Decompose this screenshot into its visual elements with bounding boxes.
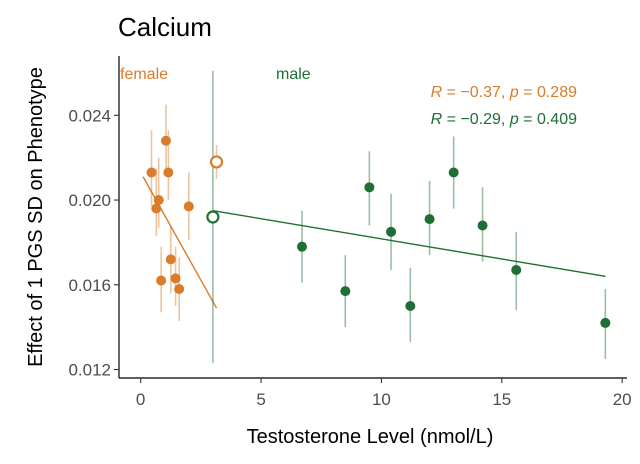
data-point-female (153, 195, 164, 206)
data-point-male (405, 300, 416, 311)
data-point-male (511, 264, 522, 275)
data-point-male (477, 220, 488, 231)
x-tick-label: 20 (613, 390, 632, 409)
x-tick-label: 15 (492, 390, 511, 409)
data-point-female (160, 135, 171, 146)
text-layer: Calcium Testosterone Level (nmol/L) Effe… (25, 12, 577, 448)
x-tick-label: 0 (136, 390, 145, 409)
legend-label-male: male (276, 66, 311, 83)
data-point-female (156, 275, 167, 286)
data-point-male (340, 286, 351, 297)
y-tick-label: 0.016 (68, 276, 111, 295)
data-point-male (386, 226, 397, 237)
chart-title: Calcium (118, 12, 212, 42)
data-point-male (296, 241, 307, 252)
highlight-point-male (206, 210, 220, 224)
legend-label-female: female (120, 66, 168, 83)
stat-annotation-female: R = −0.37, p = 0.289 (431, 84, 577, 101)
axes-layer: 0 5 10 15 20 0.012 0.016 0.020 0.024 (68, 56, 632, 409)
x-tick-label: 5 (256, 390, 265, 409)
y-tick-label: 0.024 (68, 106, 111, 125)
x-tick-label: 10 (372, 390, 391, 409)
data-point-male (364, 182, 375, 193)
y-tick-label: 0.012 (68, 361, 111, 380)
data-point-female (183, 201, 194, 212)
y-axis-title: Effect of 1 PGS SD on Phenotype (25, 67, 47, 367)
data-point-female (146, 167, 157, 178)
stat-annotation-male: R = −0.29, p = 0.409 (431, 111, 577, 128)
data-point-male (424, 214, 435, 225)
data-point-female (174, 284, 185, 295)
points-layer (146, 135, 611, 328)
data-point-male (448, 167, 459, 178)
x-axis-title: Testosterone Level (nmol/L) (247, 426, 494, 448)
data-point-female (165, 254, 176, 265)
highlight-point-female (209, 155, 224, 169)
data-point-female (151, 203, 162, 214)
data-point-female (170, 273, 181, 284)
trend-line-male (212, 209, 606, 278)
data-point-female (163, 167, 174, 178)
y-tick-label: 0.020 (68, 191, 111, 210)
data-point-male (600, 317, 611, 328)
